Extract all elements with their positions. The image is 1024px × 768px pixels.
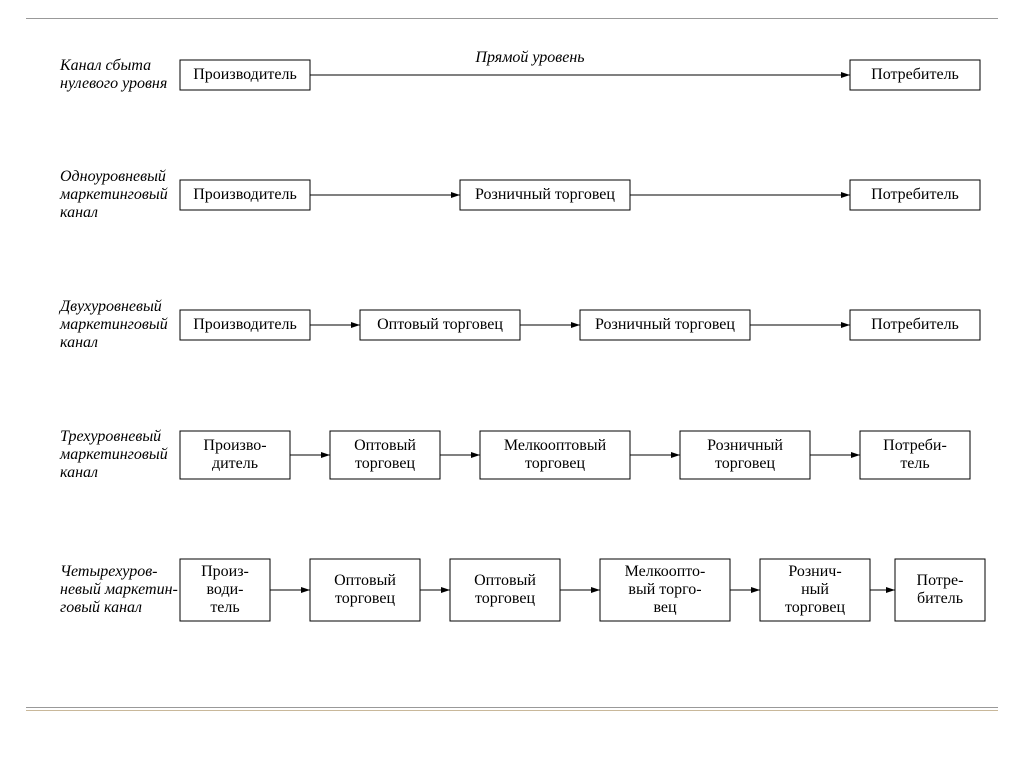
node-label: Производитель [193, 66, 297, 83]
row-label-1: Одноуровневыймаркетинговыйканал [59, 168, 168, 221]
node-label: Производитель [193, 316, 297, 333]
node-label: Розничный торговец [595, 316, 735, 333]
node-label: Произво-дитель [203, 437, 266, 472]
node-label: Розничный торговец [475, 186, 615, 203]
diagram-page: Канал сбытанулевого уровня Производитель П… [0, 0, 1024, 768]
row-label-3: Трехуровневыймаркетинговыйканал [59, 428, 168, 481]
node-label: Потре-битель [917, 572, 964, 607]
node-label: Потребитель [871, 66, 959, 83]
node-label: Оптовыйторговец [354, 437, 416, 472]
row-label-2: Двухуровневыймаркетинговыйканал [58, 298, 168, 351]
node-label: Розничныйторговец [707, 437, 783, 472]
node-label: Оптовый торговец [377, 316, 503, 333]
node-label: Потребитель [871, 316, 959, 333]
row-annotation: Прямой уровень [474, 49, 584, 66]
node-label: Оптовыйторговец [334, 572, 396, 607]
node-label: Потребитель [871, 186, 959, 203]
node-label: Оптовыйторговец [474, 572, 536, 607]
node-label: Производитель [193, 186, 297, 203]
flowchart-canvas: Канал сбытанулевого уровня Производитель П… [0, 0, 1024, 768]
row-label-4: Четырехуров-невый маркетин-говый канал [60, 563, 178, 616]
row-label-0: Канал сбытанулевого уровня [59, 57, 167, 92]
